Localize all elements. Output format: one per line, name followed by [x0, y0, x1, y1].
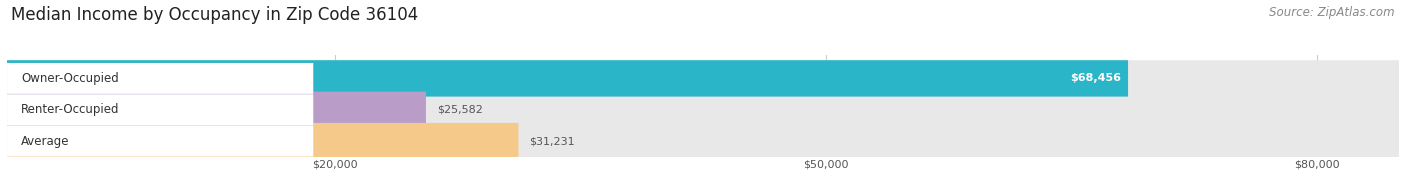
- FancyBboxPatch shape: [7, 60, 1128, 97]
- FancyBboxPatch shape: [7, 126, 314, 157]
- Text: Owner-Occupied: Owner-Occupied: [21, 72, 118, 85]
- FancyBboxPatch shape: [7, 94, 314, 125]
- FancyBboxPatch shape: [7, 92, 1399, 128]
- Text: $68,456: $68,456: [1070, 73, 1121, 83]
- Text: $25,582: $25,582: [437, 105, 484, 115]
- Text: Renter-Occupied: Renter-Occupied: [21, 103, 120, 116]
- FancyBboxPatch shape: [7, 123, 1399, 159]
- Text: Average: Average: [21, 135, 69, 148]
- FancyBboxPatch shape: [7, 60, 1399, 97]
- FancyBboxPatch shape: [7, 63, 314, 94]
- Text: Source: ZipAtlas.com: Source: ZipAtlas.com: [1270, 6, 1395, 19]
- Text: Median Income by Occupancy in Zip Code 36104: Median Income by Occupancy in Zip Code 3…: [11, 6, 419, 24]
- FancyBboxPatch shape: [7, 123, 519, 159]
- FancyBboxPatch shape: [7, 92, 426, 128]
- Text: $31,231: $31,231: [530, 136, 575, 146]
